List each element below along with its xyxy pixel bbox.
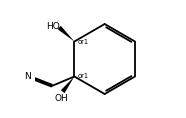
Text: OH: OH xyxy=(55,94,68,103)
Text: N: N xyxy=(25,72,31,81)
Text: or1: or1 xyxy=(77,39,88,45)
Text: or1: or1 xyxy=(77,73,88,79)
Polygon shape xyxy=(58,26,74,42)
Text: HO: HO xyxy=(46,22,60,31)
Polygon shape xyxy=(61,76,74,93)
